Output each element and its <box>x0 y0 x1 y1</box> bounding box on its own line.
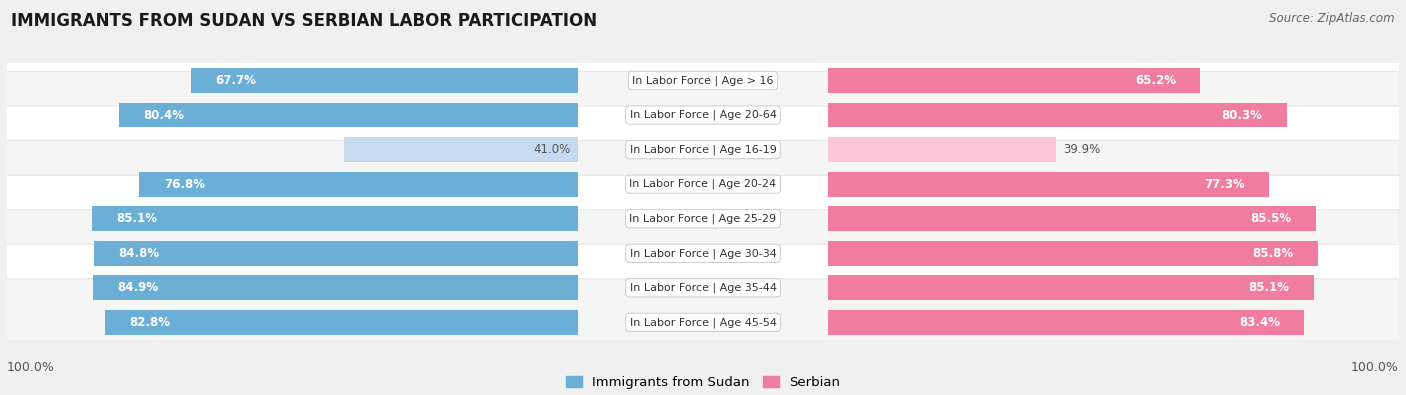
Text: 85.8%: 85.8% <box>1253 247 1294 260</box>
Text: 39.9%: 39.9% <box>1063 143 1099 156</box>
Bar <box>120 103 578 128</box>
Bar <box>93 275 578 300</box>
FancyBboxPatch shape <box>1 244 1405 331</box>
FancyBboxPatch shape <box>1 279 1405 366</box>
Bar <box>139 172 578 197</box>
Bar <box>828 206 1316 231</box>
Text: In Labor Force | Age 35-44: In Labor Force | Age 35-44 <box>630 282 776 293</box>
FancyBboxPatch shape <box>1 141 1405 228</box>
Bar <box>828 137 1056 162</box>
Bar <box>828 275 1315 300</box>
Text: In Labor Force | Age > 16: In Labor Force | Age > 16 <box>633 75 773 86</box>
Bar <box>343 137 578 162</box>
Text: In Labor Force | Age 20-64: In Labor Force | Age 20-64 <box>630 110 776 120</box>
Bar <box>191 68 578 93</box>
Bar <box>828 172 1270 197</box>
Text: 84.8%: 84.8% <box>118 247 159 260</box>
FancyBboxPatch shape <box>1 175 1405 262</box>
Text: 85.1%: 85.1% <box>1249 281 1289 294</box>
Text: 82.8%: 82.8% <box>129 316 170 329</box>
FancyBboxPatch shape <box>1 210 1405 297</box>
Bar <box>828 310 1305 335</box>
Text: 100.0%: 100.0% <box>1351 361 1399 374</box>
Text: In Labor Force | Age 25-29: In Labor Force | Age 25-29 <box>630 213 776 224</box>
Bar <box>828 68 1201 93</box>
Text: IMMIGRANTS FROM SUDAN VS SERBIAN LABOR PARTICIPATION: IMMIGRANTS FROM SUDAN VS SERBIAN LABOR P… <box>11 12 598 30</box>
Bar <box>105 310 578 335</box>
Text: In Labor Force | Age 45-54: In Labor Force | Age 45-54 <box>630 317 776 328</box>
Text: 100.0%: 100.0% <box>7 361 55 374</box>
Text: 85.5%: 85.5% <box>1251 212 1292 225</box>
Legend: Immigrants from Sudan, Serbian: Immigrants from Sudan, Serbian <box>561 371 845 394</box>
Text: 77.3%: 77.3% <box>1205 178 1246 191</box>
Text: 65.2%: 65.2% <box>1135 74 1175 87</box>
Text: 80.3%: 80.3% <box>1222 109 1263 122</box>
Text: 41.0%: 41.0% <box>533 143 571 156</box>
Text: In Labor Force | Age 30-34: In Labor Force | Age 30-34 <box>630 248 776 259</box>
Text: 84.9%: 84.9% <box>118 281 159 294</box>
Text: Source: ZipAtlas.com: Source: ZipAtlas.com <box>1270 12 1395 25</box>
Text: 80.4%: 80.4% <box>143 109 184 122</box>
Bar <box>828 241 1317 266</box>
FancyBboxPatch shape <box>1 106 1405 193</box>
Text: In Labor Force | Age 20-24: In Labor Force | Age 20-24 <box>630 179 776 190</box>
Bar <box>94 241 578 266</box>
FancyBboxPatch shape <box>1 37 1405 124</box>
Text: 85.1%: 85.1% <box>117 212 157 225</box>
Text: In Labor Force | Age 16-19: In Labor Force | Age 16-19 <box>630 144 776 155</box>
Bar <box>828 103 1286 128</box>
Text: 83.4%: 83.4% <box>1239 316 1279 329</box>
Text: 76.8%: 76.8% <box>163 178 205 191</box>
Bar <box>91 206 578 231</box>
Text: 67.7%: 67.7% <box>215 74 257 87</box>
FancyBboxPatch shape <box>1 71 1405 158</box>
